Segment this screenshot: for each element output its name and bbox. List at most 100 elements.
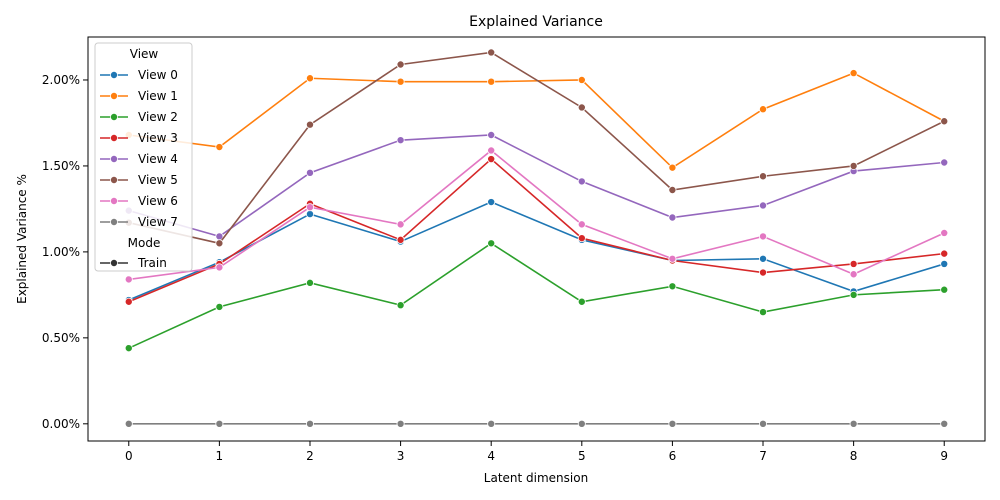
- legend-hue-title: View: [130, 47, 159, 61]
- legend-label: View 2: [138, 110, 178, 124]
- data-point: [668, 213, 677, 222]
- x-tick-label: 0: [125, 449, 133, 463]
- legend-item-view-0: View 0: [100, 68, 178, 82]
- x-axis-ticks: 0 1 2 3 4 5 6 7 8 9: [125, 441, 948, 463]
- x-tick-label: 2: [306, 449, 314, 463]
- data-point: [487, 146, 496, 155]
- data-point: [849, 270, 858, 279]
- data-point: [487, 239, 496, 248]
- x-axis-label: Latent dimension: [484, 471, 588, 485]
- data-point: [577, 75, 586, 84]
- data-point: [759, 308, 768, 317]
- legend-item-view-3: View 3: [100, 131, 178, 145]
- data-point: [759, 254, 768, 263]
- data-point: [487, 48, 496, 57]
- series-layer: [124, 48, 949, 428]
- series-view-3: [124, 155, 949, 306]
- x-tick-label: 7: [759, 449, 767, 463]
- data-point: [215, 239, 224, 248]
- legend-style-title: Mode: [128, 236, 161, 250]
- y-axis-label: Explained Variance %: [15, 174, 29, 304]
- legend-item-view-1: View 1: [100, 89, 178, 103]
- y-tick-label: 0.50%: [42, 331, 80, 345]
- series-line: [128, 134, 945, 238]
- x-tick-label: 8: [850, 449, 858, 463]
- legend-swatch-marker: [110, 217, 119, 226]
- series-view-7: [124, 419, 949, 428]
- data-point: [668, 282, 677, 291]
- data-point: [396, 235, 405, 244]
- legend-label: View 3: [138, 131, 178, 145]
- legend-style-entries: Train: [100, 256, 167, 270]
- data-point: [487, 77, 496, 86]
- data-point: [577, 177, 586, 186]
- y-tick-label: 1.00%: [42, 245, 80, 259]
- series-view-4: [124, 130, 949, 241]
- data-point: [487, 130, 496, 139]
- chart-title: Explained Variance: [469, 14, 603, 30]
- legend-swatch-marker: [110, 113, 119, 122]
- legend-style-item: Train: [100, 256, 167, 270]
- data-point: [940, 419, 949, 428]
- data-point: [940, 228, 949, 237]
- series-view-0: [124, 198, 949, 305]
- legend-label: View 1: [138, 89, 178, 103]
- legend-swatch-marker: [110, 133, 119, 142]
- legend-swatch-marker: [110, 154, 119, 163]
- data-point: [759, 172, 768, 181]
- series-line: [128, 51, 945, 245]
- x-tick-label: 1: [216, 449, 224, 463]
- data-point: [759, 105, 768, 114]
- data-point: [849, 419, 858, 428]
- data-point: [577, 103, 586, 112]
- legend-item-view-4: View 4: [100, 152, 178, 166]
- data-point: [940, 117, 949, 126]
- legend-swatch-marker: [110, 71, 119, 80]
- data-point: [668, 254, 677, 263]
- data-point: [305, 419, 314, 428]
- series-view-6: [124, 146, 949, 284]
- data-point: [487, 198, 496, 207]
- data-point: [940, 158, 949, 167]
- legend-label: View 7: [138, 215, 178, 229]
- series-line: [128, 201, 945, 301]
- data-point: [396, 220, 405, 229]
- data-point: [396, 419, 405, 428]
- data-point: [759, 268, 768, 277]
- data-point: [487, 155, 496, 164]
- legend-box: [94, 42, 193, 272]
- series-line: [128, 72, 945, 169]
- data-point: [305, 278, 314, 287]
- x-tick-label: 9: [940, 449, 948, 463]
- legend-item-view-2: View 2: [100, 110, 178, 124]
- legend-label: View 5: [138, 173, 178, 187]
- legend-entries: View 0 View 1 View 2 View 3 View 4 View 5 View…: [100, 68, 178, 229]
- legend-item-view-6: View 6: [100, 194, 178, 208]
- data-point: [577, 419, 586, 428]
- legend-label: View 4: [138, 152, 178, 166]
- series-view-1: [124, 69, 949, 172]
- legend-swatch-marker: [110, 196, 119, 205]
- series-view-5: [124, 48, 949, 248]
- data-point: [668, 163, 677, 172]
- legend-style-label: Train: [137, 256, 167, 270]
- data-point: [759, 419, 768, 428]
- data-point: [849, 69, 858, 78]
- data-point: [215, 302, 224, 311]
- x-tick-label: 4: [487, 449, 495, 463]
- data-point: [487, 419, 496, 428]
- plot-frame: [87, 36, 986, 442]
- series-line: [128, 157, 945, 303]
- y-tick-label: 0.00%: [42, 417, 80, 431]
- legend-label: View 0: [138, 68, 178, 82]
- data-point: [940, 285, 949, 294]
- data-point: [215, 263, 224, 272]
- legend-label: View 6: [138, 194, 178, 208]
- y-tick-label: 2.00%: [42, 73, 80, 87]
- data-point: [305, 74, 314, 83]
- data-point: [668, 419, 677, 428]
- data-point: [124, 344, 133, 353]
- data-point: [759, 201, 768, 210]
